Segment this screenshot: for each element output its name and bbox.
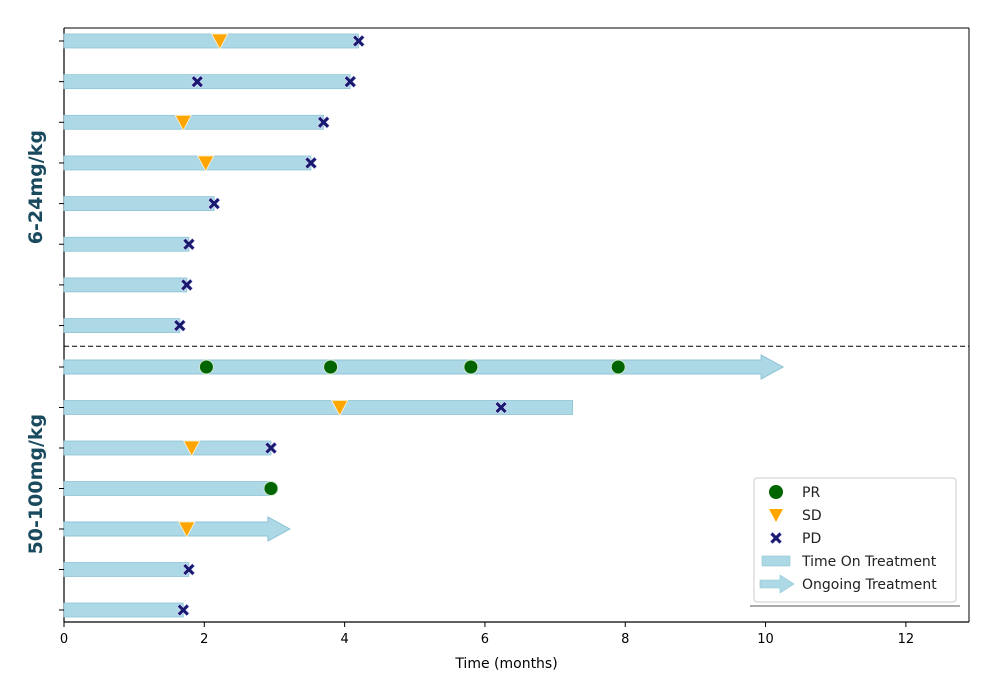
treatment-bar <box>63 74 351 90</box>
marker-sd <box>174 114 192 132</box>
marker-sd <box>211 33 229 50</box>
marker-pd <box>182 563 196 576</box>
legend-label-arrow: Ongoing Treatment <box>802 577 937 593</box>
treatment-bar <box>63 481 272 496</box>
x-axis-label: Time (months) <box>454 656 557 672</box>
marker-pr <box>610 359 626 375</box>
legend-box <box>753 477 957 603</box>
legend-sd-icon <box>769 509 783 522</box>
marker-sd <box>331 400 349 417</box>
treatment-bar <box>63 318 181 333</box>
marker-pr <box>198 359 214 375</box>
marker-pd <box>190 75 204 89</box>
group-label-high-dose: 50-100mg/kg <box>25 414 47 555</box>
treatment-bar <box>63 602 184 618</box>
marker-pr <box>323 359 339 375</box>
marker-sd <box>183 440 201 457</box>
legend-arrow-icon <box>759 574 795 594</box>
marker-pd <box>180 278 194 292</box>
x-tick-label: 12 <box>898 632 915 647</box>
ongoing-treatment-arrow <box>63 516 291 542</box>
treatment-bar <box>63 236 190 252</box>
marker-pr <box>263 481 279 496</box>
marker-pr <box>463 359 479 375</box>
legend-label-bar: Time On Treatment <box>801 554 937 570</box>
legend-bar-icon <box>761 555 791 567</box>
marker-pd <box>207 197 221 211</box>
marker-pd <box>317 115 330 129</box>
marker-pd <box>304 156 318 170</box>
legend-pr-icon <box>769 485 783 499</box>
marker-pd <box>176 603 190 617</box>
x-tick-label: 4 <box>340 632 348 647</box>
legend-label-pd: PD <box>802 531 821 547</box>
x-tick-label: 8 <box>621 632 629 647</box>
marker-sd <box>178 521 196 538</box>
treatment-bar <box>63 196 215 212</box>
legend-pd-icon <box>769 531 783 545</box>
treatment-bar <box>63 155 312 171</box>
x-tick-label: 2 <box>200 632 208 647</box>
marker-sd <box>197 155 215 172</box>
legend-label-sd: SD <box>802 508 822 524</box>
legend-label-pr: PR <box>802 485 820 501</box>
marker-pd <box>494 401 508 414</box>
x-tick-label: 10 <box>757 632 774 647</box>
treatment-bar <box>63 33 360 49</box>
marker-pd <box>352 34 366 48</box>
treatment-bar <box>63 277 188 293</box>
marker-pd <box>182 237 196 251</box>
treatment-bars <box>63 33 785 618</box>
marker-pd <box>173 319 187 332</box>
x-tick-label: 0 <box>60 632 68 647</box>
treatment-bar <box>63 114 324 130</box>
treatment-bar <box>63 562 190 577</box>
treatment-bar <box>63 440 272 456</box>
marker-pd <box>264 441 278 455</box>
event-markers <box>173 33 626 617</box>
axes: 0 2 4 6 8 10 12 <box>59 40 915 647</box>
group-label-low-dose: 6-24mg/kg <box>25 130 47 244</box>
x-tick-label: 6 <box>481 632 489 647</box>
ongoing-treatment-arrow <box>63 354 785 380</box>
marker-pd <box>343 75 357 89</box>
legend: PR SD PD Time On Treatment Ongoing Treatment <box>750 477 960 607</box>
